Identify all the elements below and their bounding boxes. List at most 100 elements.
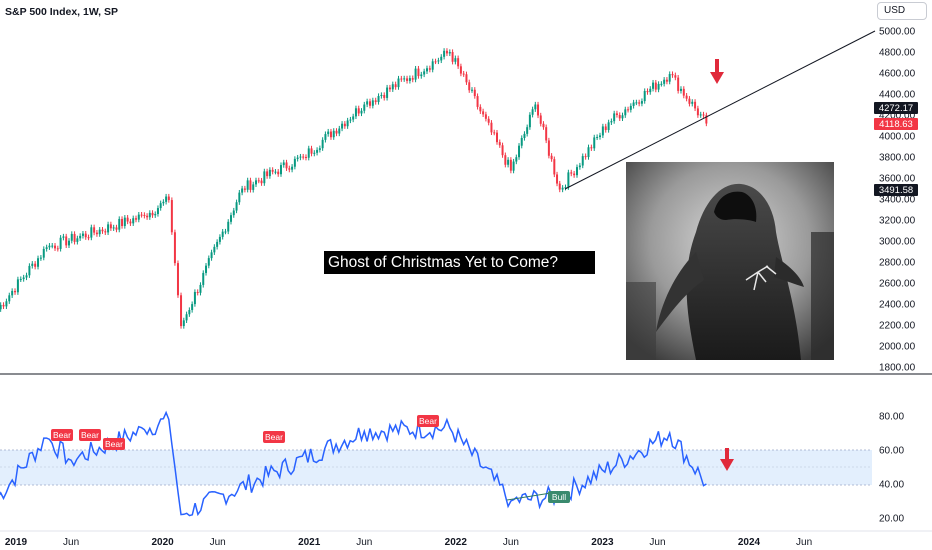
candle-body	[34, 263, 37, 267]
candle-body	[657, 83, 660, 90]
candle-body	[304, 157, 307, 158]
candle-body	[343, 123, 346, 127]
candle-body	[271, 169, 274, 172]
candle-body	[118, 218, 121, 230]
candle-body	[699, 114, 702, 116]
candle-body	[654, 82, 657, 90]
candle-body	[299, 156, 302, 158]
candle-body	[279, 165, 282, 175]
candle-body	[581, 156, 584, 166]
low-price-marker: 3491.58	[874, 184, 918, 196]
candle-body	[696, 108, 699, 116]
candle-body	[218, 236, 221, 242]
current-price-marker: 4118.63	[874, 118, 918, 130]
candle-body	[121, 218, 124, 227]
candle-body	[324, 134, 327, 140]
signal-labels: Bear Bear Bear Bear Bear Bull	[51, 415, 570, 503]
candle-body	[621, 115, 624, 119]
time-axis: 2019 Jun 2020 Jun 2021 Jun 2022 Jun 2023 Jun 2024 J…	[5, 537, 812, 548]
candle-body	[685, 95, 688, 99]
currency-button[interactable]: USD	[877, 2, 927, 20]
candle-body	[537, 104, 540, 116]
candle-body	[374, 100, 377, 103]
candle-body	[575, 167, 578, 176]
candle-body	[434, 61, 437, 63]
candle-body	[285, 162, 288, 169]
candle-body	[90, 227, 93, 238]
candle-body	[246, 180, 249, 190]
candle-body	[257, 180, 260, 182]
candle-body	[473, 89, 476, 97]
candle-body	[660, 83, 663, 85]
candle-body	[188, 310, 191, 315]
time-axis-tick: 2021	[298, 537, 321, 548]
candle-body	[73, 233, 76, 242]
time-axis-tick: 2023	[591, 537, 614, 548]
candle-body	[632, 102, 635, 106]
candle-body	[8, 295, 11, 302]
candle-body	[243, 188, 246, 190]
price-axis-tick: 4000.00	[879, 132, 916, 143]
support-trendline[interactable]	[564, 30, 876, 190]
candle-body	[338, 128, 341, 134]
candlestick-series	[0, 48, 708, 329]
candle-body	[268, 169, 271, 177]
candle-body	[366, 101, 369, 105]
candle-body	[526, 127, 529, 134]
candle-body	[570, 172, 573, 174]
candle-body	[288, 168, 291, 170]
candle-body	[318, 148, 321, 150]
candle-body	[357, 108, 360, 114]
candle-body	[252, 184, 255, 190]
candle-body	[202, 272, 205, 285]
candle-body	[129, 221, 132, 224]
candle-body	[445, 50, 448, 54]
candle-body	[487, 118, 490, 123]
candle-body	[498, 142, 501, 146]
candle-body	[173, 232, 176, 264]
candle-body	[523, 133, 526, 138]
candle-body	[321, 139, 324, 149]
candle-body	[484, 114, 487, 119]
price-axis-tick: 2600.00	[879, 279, 916, 290]
time-axis-tick: 2024	[738, 537, 761, 548]
candle-body	[520, 137, 523, 146]
candle-body	[679, 88, 682, 91]
rsi-down-arrow	[720, 448, 734, 471]
candle-body	[159, 203, 162, 209]
trendline-price-marker: 4272.17	[874, 102, 918, 114]
bear-label: Bear	[103, 438, 125, 450]
rsi-axis-tick: 40.00	[879, 480, 904, 491]
price-axis-tick: 3800.00	[879, 153, 916, 164]
price-axis: 5000.00 4800.00 4600.00 4400.00 4200.00 4000.…	[879, 27, 916, 374]
annotation-text[interactable]: Ghost of Christmas Yet to Come?	[324, 251, 595, 274]
price-axis-tick: 3400.00	[879, 195, 916, 206]
candle-body	[191, 304, 194, 311]
candle-body	[115, 227, 118, 230]
candle-body	[618, 114, 621, 119]
candle-body	[16, 279, 19, 293]
candle-body	[553, 159, 556, 175]
price-axis-tick: 3200.00	[879, 216, 916, 227]
price-axis-tick: 2400.00	[879, 300, 916, 311]
candle-body	[431, 61, 434, 70]
candle-body	[688, 98, 691, 104]
time-axis-tick: 2022	[445, 537, 468, 548]
candle-body	[241, 188, 244, 193]
candle-body	[25, 275, 28, 278]
candle-body	[610, 121, 613, 123]
candle-body	[414, 68, 417, 80]
candle-body	[76, 238, 79, 242]
candle-body	[640, 101, 643, 104]
candle-body	[705, 115, 708, 124]
candle-body	[54, 245, 57, 249]
candle-body	[170, 200, 173, 233]
candle-body	[37, 258, 40, 267]
candle-body	[224, 231, 227, 233]
candle-body	[694, 101, 697, 109]
candle-body	[593, 137, 596, 149]
candle-body	[156, 208, 159, 215]
candle-body	[112, 227, 115, 229]
price-axis-tick: 1800.00	[879, 363, 916, 374]
